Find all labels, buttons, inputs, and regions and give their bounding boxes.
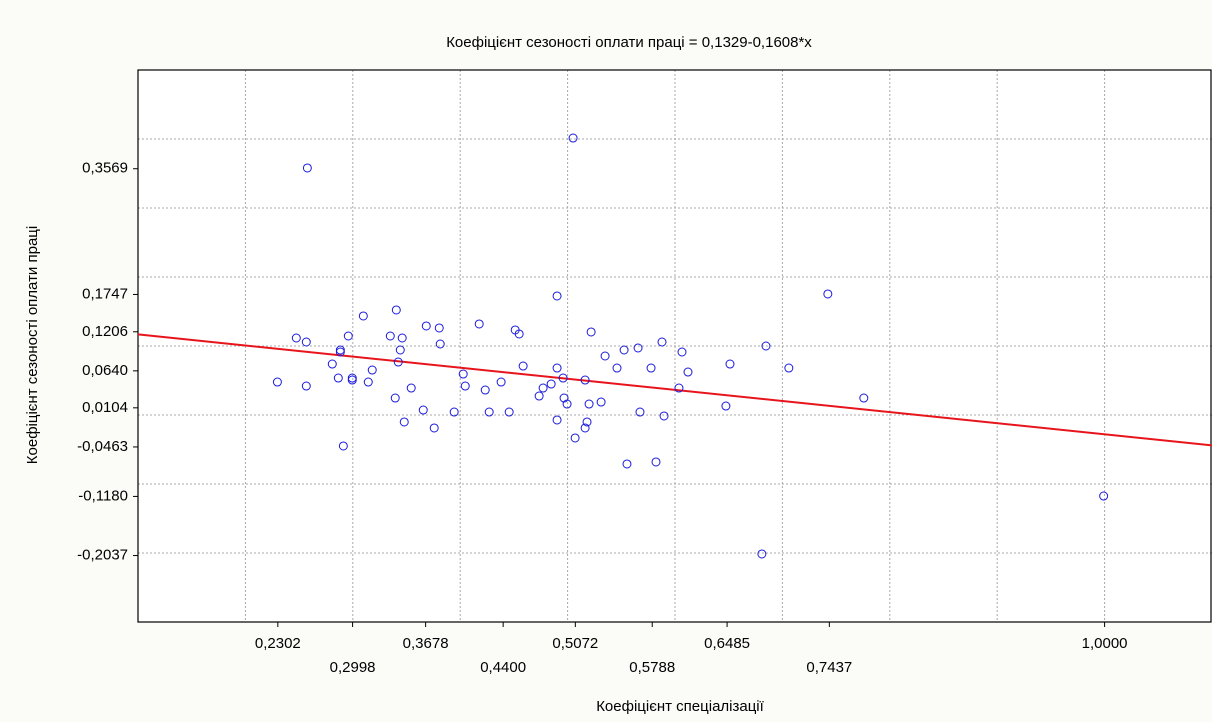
point [584, 399, 594, 409]
y-tick-label: 0,0640 [82, 362, 128, 379]
point [385, 331, 395, 341]
point [514, 329, 524, 339]
x-tick-label: 1,0000 [1082, 635, 1128, 652]
point [484, 407, 494, 417]
point [558, 373, 568, 383]
point [725, 359, 735, 369]
point [363, 377, 373, 387]
point [612, 363, 622, 373]
point [552, 291, 562, 301]
point [784, 363, 794, 373]
point [474, 319, 484, 329]
point [659, 411, 669, 421]
point [390, 393, 400, 403]
point [391, 305, 401, 315]
point [582, 417, 592, 427]
x-tick-label: 0,6485 [704, 635, 750, 652]
point [596, 397, 606, 407]
point [757, 549, 767, 559]
x-tick-label: 0,3678 [403, 635, 449, 652]
point [823, 289, 833, 299]
point [496, 377, 506, 387]
point [435, 339, 445, 349]
y-tick-label: 0,1206 [82, 323, 128, 340]
point [552, 415, 562, 425]
point [859, 393, 869, 403]
point [622, 459, 632, 469]
point [358, 311, 368, 321]
x-tick-label: 0,7437 [806, 659, 852, 676]
point [518, 361, 528, 371]
x-tick-label: 0,5788 [629, 659, 675, 676]
point [552, 363, 562, 373]
point [393, 357, 403, 367]
point [480, 385, 490, 395]
point [421, 321, 431, 331]
y-tick-label: -0,2037 [77, 547, 128, 564]
y-tick-label: 0,1747 [82, 285, 128, 302]
point [580, 375, 590, 385]
point [418, 405, 428, 415]
chart-title: Коефіцієнт сезоності оплати праці = 0,13… [446, 34, 812, 51]
y-tick-label: 0,3569 [82, 160, 128, 177]
point [327, 359, 337, 369]
y-tick-label: -0,1180 [78, 487, 128, 504]
x-tick-label: 0,4400 [480, 659, 526, 676]
point [646, 363, 656, 373]
point [677, 347, 687, 357]
point [449, 407, 459, 417]
point [600, 351, 610, 361]
point [651, 457, 661, 467]
point [568, 133, 578, 143]
point [580, 423, 590, 433]
point [338, 441, 348, 451]
point [347, 375, 357, 385]
point [460, 381, 470, 391]
point [635, 407, 645, 417]
point [406, 383, 416, 393]
point [429, 423, 439, 433]
point [367, 365, 377, 375]
point [395, 345, 405, 355]
point [333, 373, 343, 383]
x-tick-label: 0,2302 [255, 635, 301, 652]
point [458, 369, 468, 379]
x-tick-label: 0,2998 [330, 659, 376, 676]
y-tick-label: 0,0104 [82, 399, 128, 416]
point [570, 433, 580, 443]
point [674, 383, 684, 393]
point [633, 343, 643, 353]
point [546, 379, 556, 389]
point [434, 323, 444, 333]
point [559, 393, 569, 403]
point [302, 163, 312, 173]
point [721, 401, 731, 411]
point [504, 407, 514, 417]
point [538, 383, 548, 393]
x-tick-label: 0,5072 [552, 635, 598, 652]
plot-frame [137, 69, 1212, 623]
point [761, 341, 771, 351]
y-tick-label: -0,0463 [77, 438, 128, 455]
point [1099, 491, 1109, 501]
point [343, 331, 353, 341]
point [562, 399, 572, 409]
point [301, 381, 311, 391]
point [534, 391, 544, 401]
x-axis-label: Коефіцієнт спеціалізації [596, 698, 764, 715]
point [272, 377, 282, 387]
point [291, 333, 301, 343]
point [683, 367, 693, 377]
point [586, 327, 596, 337]
y-axis-label: Коефіцієнт сезоності оплати праці [24, 226, 41, 464]
point [301, 337, 311, 347]
point [619, 345, 629, 355]
point [399, 417, 409, 427]
point [335, 347, 345, 357]
point [397, 333, 407, 343]
point [657, 337, 667, 347]
